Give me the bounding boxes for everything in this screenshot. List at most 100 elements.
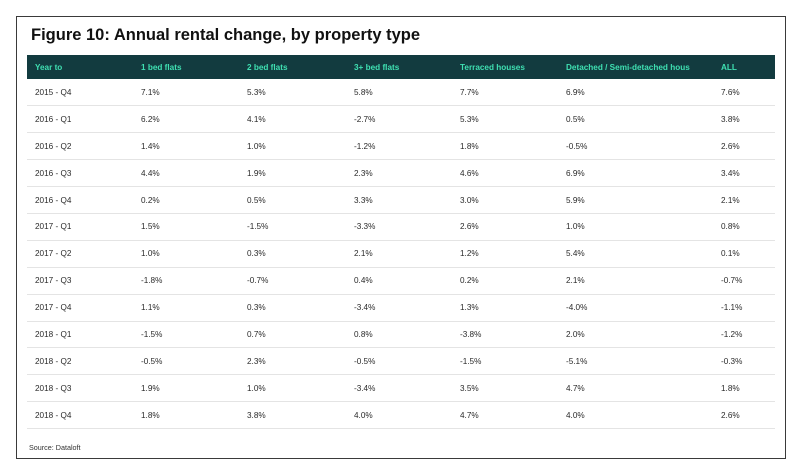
- terraced-houses-cell: -1.5%: [460, 356, 482, 366]
- two-bed-flats-cell: 0.5%: [247, 195, 266, 205]
- three-bed-flats-cell: -2.7%: [354, 114, 376, 124]
- terraced-houses-cell: 7.7%: [460, 87, 479, 97]
- terraced-houses-cell: 5.3%: [460, 114, 479, 124]
- detached-semi-detached-cell: -5.1%: [566, 356, 588, 366]
- table-row: 2018 - Q1 -1.5% 0.7% 0.8% -3.8% 2.0% -1.2%: [27, 321, 775, 348]
- all-cell: 7.6%: [721, 87, 740, 97]
- year-cell: 2018 - Q4: [35, 410, 72, 420]
- table-header-row: Year to 1 bed flats 2 bed flats 3+ bed f…: [27, 55, 775, 79]
- two-bed-flats-cell: -0.7%: [247, 276, 269, 286]
- three-bed-flats-cell: 0.4%: [354, 276, 373, 286]
- year-cell: 2017 - Q1: [35, 222, 72, 232]
- figure-frame: Figure 10: Annual rental change, by prop…: [16, 16, 786, 459]
- one-bed-flats-cell: 0.2%: [141, 195, 160, 205]
- table-row: 2018 - Q4 1.8% 3.8% 4.0% 4.7% 4.0% 2.6%: [27, 402, 775, 429]
- year-cell: 2016 - Q4: [35, 195, 72, 205]
- two-bed-flats-cell: 2.3%: [247, 356, 266, 366]
- one-bed-flats-cell: -1.5%: [141, 329, 163, 339]
- one-bed-flats-cell: 4.4%: [141, 168, 160, 178]
- two-bed-flats-cell: 1.9%: [247, 168, 266, 178]
- source-note: Source: Dataloft: [29, 443, 81, 452]
- detached-semi-detached-cell: 2.1%: [566, 276, 585, 286]
- detached-semi-detached-cell: -0.5%: [566, 141, 588, 151]
- column-header-detached-semi-detached: Detached / Semi-detached hous: [566, 62, 690, 72]
- all-cell: 3.4%: [721, 168, 740, 178]
- one-bed-flats-cell: 7.1%: [141, 87, 160, 97]
- two-bed-flats-cell: 5.3%: [247, 87, 266, 97]
- year-cell: 2016 - Q2: [35, 141, 72, 151]
- terraced-houses-cell: 2.6%: [460, 222, 479, 232]
- all-cell: -0.3%: [721, 356, 743, 366]
- terraced-houses-cell: 4.7%: [460, 410, 479, 420]
- terraced-houses-cell: 4.6%: [460, 168, 479, 178]
- three-bed-flats-cell: -3.3%: [354, 222, 376, 232]
- table-row: 2017 - Q3 -1.8% -0.7% 0.4% 0.2% 2.1% -0.7%: [27, 267, 775, 295]
- column-header-year: Year to: [35, 62, 63, 72]
- terraced-houses-cell: 1.2%: [460, 249, 479, 259]
- year-cell: 2018 - Q1: [35, 329, 72, 339]
- table-row: 2018 - Q3 1.9% 1.0% -3.4% 3.5% 4.7% 1.8%: [27, 375, 775, 402]
- one-bed-flats-cell: -0.5%: [141, 356, 163, 366]
- three-bed-flats-cell: 2.1%: [354, 249, 373, 259]
- table-row: 2016 - Q4 0.2% 0.5% 3.3% 3.0% 5.9% 2.1%: [27, 187, 775, 214]
- all-cell: -1.2%: [721, 329, 743, 339]
- one-bed-flats-cell: 1.9%: [141, 383, 160, 393]
- column-header-3-bed-flats: 3+ bed flats: [354, 62, 400, 72]
- detached-semi-detached-cell: -4.0%: [566, 303, 588, 313]
- table-body: 2015 - Q4 7.1% 5.3% 5.8% 7.7% 6.9% 7.6% 2016 - …: [27, 79, 775, 429]
- two-bed-flats-cell: 4.1%: [247, 114, 266, 124]
- detached-semi-detached-cell: 5.9%: [566, 195, 585, 205]
- table-row: 2016 - Q2 1.4% 1.0% -1.2% 1.8% -0.5% 2.6%: [27, 133, 775, 160]
- table-row: 2017 - Q2 1.0% 0.3% 2.1% 1.2% 5.4% 0.1%: [27, 240, 775, 268]
- all-cell: 2.6%: [721, 410, 740, 420]
- year-cell: 2018 - Q3: [35, 383, 72, 393]
- all-cell: 1.8%: [721, 383, 740, 393]
- all-cell: 0.8%: [721, 222, 740, 232]
- three-bed-flats-cell: 2.3%: [354, 168, 373, 178]
- three-bed-flats-cell: -0.5%: [354, 356, 376, 366]
- year-cell: 2018 - Q2: [35, 356, 72, 366]
- column-header-all: ALL: [721, 62, 737, 72]
- three-bed-flats-cell: 4.0%: [354, 410, 373, 420]
- year-cell: 2017 - Q3: [35, 276, 72, 286]
- detached-semi-detached-cell: 2.0%: [566, 329, 585, 339]
- two-bed-flats-cell: 1.0%: [247, 141, 266, 151]
- terraced-houses-cell: 0.2%: [460, 276, 479, 286]
- table-row: 2018 - Q2 -0.5% 2.3% -0.5% -1.5% -5.1% -0.3%: [27, 348, 775, 375]
- table-row: 2017 - Q1 1.5% -1.5% -3.3% 2.6% 1.0% 0.8%: [27, 213, 775, 241]
- three-bed-flats-cell: -3.4%: [354, 383, 376, 393]
- year-cell: 2016 - Q3: [35, 168, 72, 178]
- year-cell: 2015 - Q4: [35, 87, 72, 97]
- year-cell: 2017 - Q4: [35, 303, 72, 313]
- one-bed-flats-cell: 6.2%: [141, 114, 160, 124]
- one-bed-flats-cell: 1.5%: [141, 222, 160, 232]
- all-cell: 2.1%: [721, 195, 740, 205]
- rental-change-table: Year to 1 bed flats 2 bed flats 3+ bed f…: [27, 55, 775, 429]
- terraced-houses-cell: 1.8%: [460, 141, 479, 151]
- table-row: 2015 - Q4 7.1% 5.3% 5.8% 7.7% 6.9% 7.6%: [27, 79, 775, 106]
- column-header-1-bed-flats: 1 bed flats: [141, 62, 182, 72]
- one-bed-flats-cell: 1.8%: [141, 410, 160, 420]
- one-bed-flats-cell: 1.0%: [141, 249, 160, 259]
- detached-semi-detached-cell: 6.9%: [566, 87, 585, 97]
- one-bed-flats-cell: 1.4%: [141, 141, 160, 151]
- all-cell: -1.1%: [721, 303, 743, 313]
- terraced-houses-cell: -3.8%: [460, 329, 482, 339]
- year-cell: 2016 - Q1: [35, 114, 72, 124]
- three-bed-flats-cell: 3.3%: [354, 195, 373, 205]
- detached-semi-detached-cell: 0.5%: [566, 114, 585, 124]
- terraced-houses-cell: 3.5%: [460, 383, 479, 393]
- two-bed-flats-cell: 0.3%: [247, 303, 266, 313]
- two-bed-flats-cell: 1.0%: [247, 383, 266, 393]
- detached-semi-detached-cell: 5.4%: [566, 249, 585, 259]
- table-row: 2016 - Q3 4.4% 1.9% 2.3% 4.6% 6.9% 3.4%: [27, 160, 775, 187]
- terraced-houses-cell: 3.0%: [460, 195, 479, 205]
- terraced-houses-cell: 1.3%: [460, 303, 479, 313]
- all-cell: 3.8%: [721, 114, 740, 124]
- year-cell: 2017 - Q2: [35, 249, 72, 259]
- three-bed-flats-cell: 0.8%: [354, 329, 373, 339]
- all-cell: -0.7%: [721, 276, 743, 286]
- three-bed-flats-cell: -1.2%: [354, 141, 376, 151]
- two-bed-flats-cell: 3.8%: [247, 410, 266, 420]
- detached-semi-detached-cell: 4.0%: [566, 410, 585, 420]
